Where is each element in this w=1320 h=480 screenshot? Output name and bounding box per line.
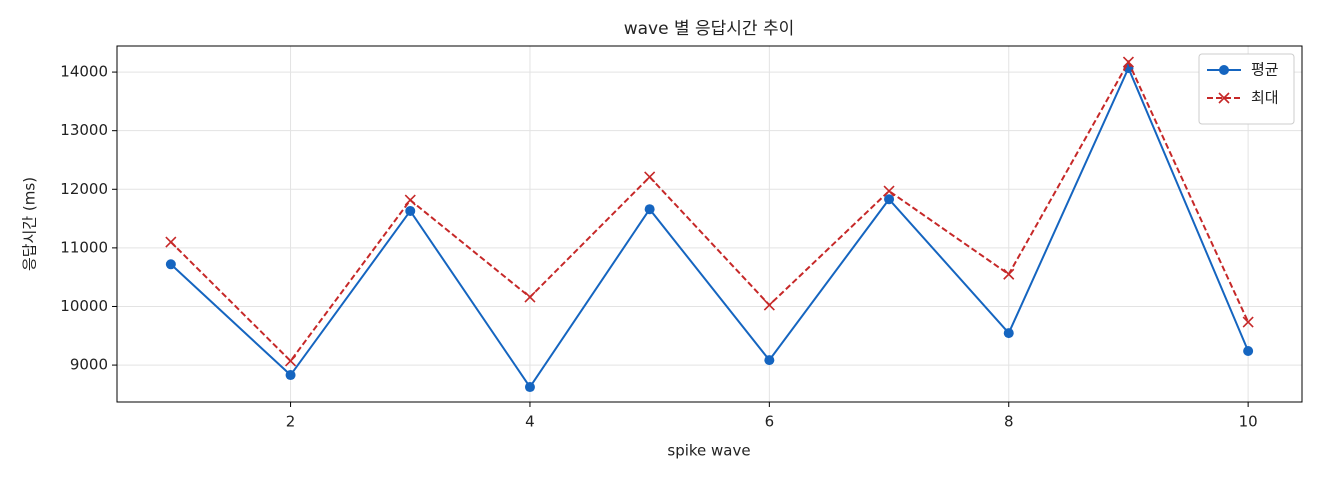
x-tick-label: 2 bbox=[286, 413, 296, 431]
legend-marker bbox=[1219, 65, 1229, 75]
data-point bbox=[1242, 316, 1254, 328]
data-point bbox=[1003, 328, 1014, 339]
legend-marker bbox=[1218, 92, 1230, 104]
y-tick-label: 13000 bbox=[60, 121, 108, 139]
data-point bbox=[524, 382, 535, 393]
x-axis-label: spike wave bbox=[667, 442, 750, 460]
plot-frame bbox=[116, 45, 1303, 403]
data-point bbox=[405, 205, 416, 216]
legend-label: 최대 bbox=[1251, 89, 1279, 107]
data-point bbox=[883, 185, 895, 197]
x-tick-label: 8 bbox=[1004, 413, 1014, 431]
y-tick-label: 14000 bbox=[60, 63, 108, 81]
x-tick-label: 10 bbox=[1239, 413, 1258, 431]
x-tick-label: 4 bbox=[525, 413, 535, 431]
data-point bbox=[1003, 268, 1015, 280]
y-tick-label: 9000 bbox=[70, 356, 108, 374]
y-tick-label: 12000 bbox=[60, 180, 108, 198]
data-point bbox=[1122, 56, 1135, 68]
data-point bbox=[524, 291, 536, 303]
data-point bbox=[404, 194, 416, 206]
legend-box bbox=[1198, 53, 1295, 125]
series-line bbox=[170, 65, 1250, 389]
data-point bbox=[285, 370, 296, 381]
data-point bbox=[764, 355, 775, 366]
data-point bbox=[165, 236, 177, 248]
data-point bbox=[284, 355, 297, 367]
data-point bbox=[884, 194, 895, 205]
y-axis-label: 응답시간 (ms) bbox=[21, 177, 39, 271]
data-point bbox=[644, 171, 656, 183]
data-point bbox=[763, 299, 775, 311]
x-tick-label: 6 bbox=[765, 413, 775, 431]
chart-title: wave 별 응답시간 추이 bbox=[624, 19, 795, 39]
y-tick-label: 11000 bbox=[60, 238, 108, 256]
data-point bbox=[165, 259, 176, 270]
legend-label: 평균 bbox=[1251, 61, 1279, 79]
data-point bbox=[1243, 346, 1254, 357]
y-tick-label: 10000 bbox=[60, 297, 108, 315]
data-point bbox=[644, 204, 655, 215]
series-line bbox=[170, 59, 1250, 363]
